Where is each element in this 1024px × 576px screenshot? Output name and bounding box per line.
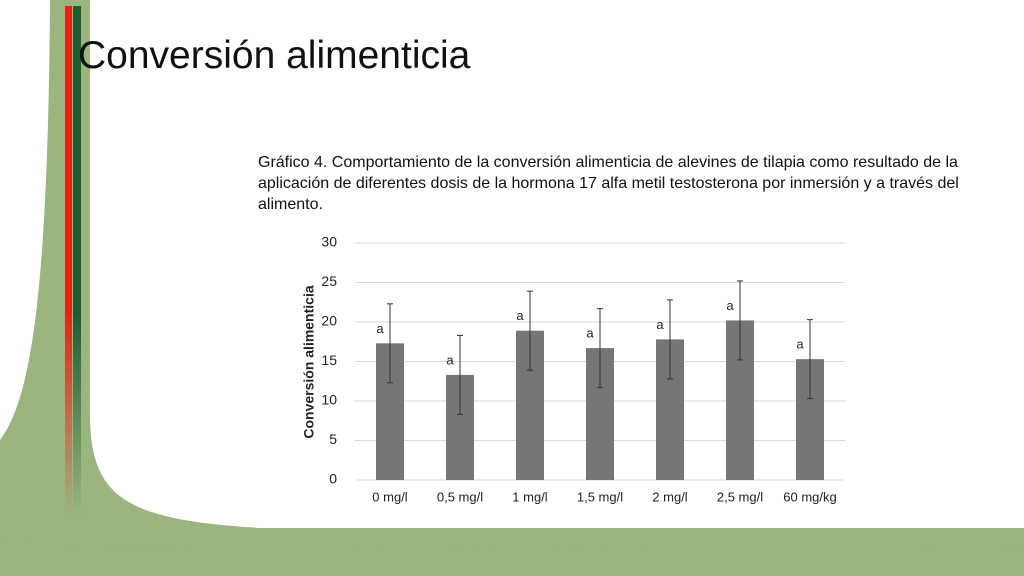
significance-label: a xyxy=(586,326,594,341)
significance-label: a xyxy=(796,337,804,352)
significance-label: a xyxy=(656,317,664,332)
decor-shape xyxy=(0,540,1024,576)
decor-stripe xyxy=(65,6,72,516)
slide-title: Conversión alimenticia xyxy=(78,34,471,77)
y-tick-label: 15 xyxy=(321,352,337,368)
x-tick-label: 2,5 mg/l xyxy=(717,489,763,504)
y-tick-label: 5 xyxy=(329,431,337,447)
y-tick-label: 0 xyxy=(329,471,337,487)
significance-label: a xyxy=(446,352,454,367)
y-axis-label: Conversión alimenticia xyxy=(301,285,317,438)
x-tick-label: 60 mg/kg xyxy=(783,489,836,504)
y-tick-label: 10 xyxy=(321,392,337,408)
y-tick-label: 25 xyxy=(321,273,337,289)
x-tick-label: 0 mg/l xyxy=(372,489,408,504)
y-tick-label: 20 xyxy=(321,313,337,329)
significance-label: a xyxy=(516,308,524,323)
x-tick-label: 1,5 mg/l xyxy=(577,489,623,504)
y-tick-label: 30 xyxy=(321,234,337,250)
chart-caption: Gráfico 4. Comportamiento de la conversi… xyxy=(258,154,959,213)
significance-label: a xyxy=(726,298,734,313)
x-tick-label: 0,5 mg/l xyxy=(437,489,483,504)
decor-stripe xyxy=(73,6,81,516)
significance-label: a xyxy=(376,321,384,336)
x-tick-label: 2 mg/l xyxy=(652,489,688,504)
x-tick-label: 1 mg/l xyxy=(512,489,548,504)
